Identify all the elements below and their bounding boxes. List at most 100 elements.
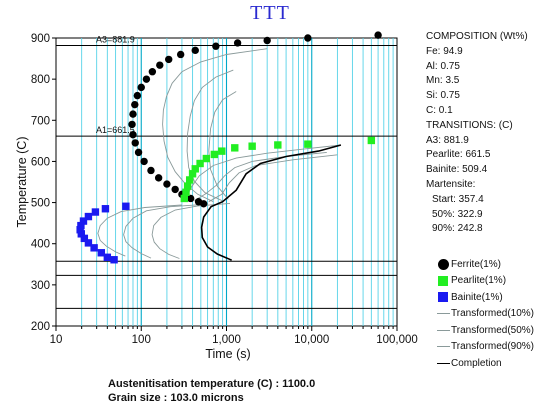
martensite-50: 50%: 322.9 [432, 208, 483, 220]
pearlite-transformed-curve [208, 154, 338, 203]
footer: Austenitisation temperature (C) : 1100.0… [108, 378, 315, 405]
legend-transformed-50: Transformed(50%) [436, 322, 548, 339]
bainite-marker [97, 249, 106, 257]
pearlite-marker [231, 144, 239, 152]
x-axis-label: Time (s) [205, 347, 250, 361]
legend-completion: Completion [436, 355, 548, 372]
ferrite-marker [137, 83, 145, 92]
bainite-marker [122, 202, 130, 210]
transition-martensite: Martensite: [426, 178, 476, 190]
bainite-marker [80, 234, 89, 243]
bainite-marker [76, 226, 84, 234]
bainite-marker [101, 205, 110, 213]
legend-completion-label: Completion [451, 357, 502, 369]
ferrite-marker [129, 130, 137, 139]
bainite-transformed-curve [151, 202, 231, 259]
ferrite-marker [304, 34, 312, 42]
bainite-marker [91, 208, 100, 216]
info-panel: COMPOSITION (Wt%) Fe: 94.9 Al: 0.75 Mn: … [426, 30, 548, 237]
bainite-marker [79, 217, 88, 225]
bainite-transformed-curve [123, 203, 208, 259]
legend-transformed-50-label: Transformed(50%) [451, 324, 534, 336]
ferrite-marker [128, 120, 136, 129]
pearlite-marker [191, 165, 199, 173]
pearlite-marker [202, 154, 211, 163]
y-tick-label: 400 [31, 239, 50, 251]
transition-a3: A3: 881.9 [426, 134, 469, 146]
pearlite-marker [183, 182, 192, 190]
ferrite-marker [131, 139, 139, 147]
y-tick-label: 200 [31, 321, 50, 333]
x-tick-label: 100,000 [376, 334, 418, 346]
transition-bainite: Bainite: 509.4 [426, 164, 488, 176]
ferrite-marker [163, 180, 171, 188]
ferrite-marker [186, 194, 195, 203]
legend-transformed-10-label: Transformed(10%) [451, 308, 534, 320]
y-tick-label: 500 [31, 198, 50, 210]
black-line-icon [436, 362, 450, 364]
legend-transformed-10: Transformed(10%) [436, 306, 548, 323]
ferrite-marker [191, 46, 199, 55]
bainite-marker [110, 256, 118, 264]
bainite-marker [84, 239, 93, 247]
ferrite-marker [142, 75, 151, 83]
x-tick-label: 1,000 [212, 334, 241, 346]
ferrite-marker [233, 39, 242, 47]
bainite-marker [84, 212, 93, 221]
composition-heading: COMPOSITION (Wt%) [426, 31, 528, 42]
ferrite-marker [374, 31, 382, 39]
series-markers [76, 31, 382, 264]
grey-line-icon [436, 346, 450, 348]
transition-pearlite: Pearlite: 661.5 [426, 149, 491, 161]
x-tick-label: 10,000 [294, 334, 329, 346]
legend-transformed-90-label: Transformed(90%) [451, 341, 534, 353]
pearlite-marker [218, 147, 226, 155]
bainite-marker [103, 253, 112, 261]
y-tick-label: 900 [31, 33, 50, 45]
chart-title: TTT [250, 2, 290, 24]
y-tick-label: 300 [31, 280, 50, 292]
pearlite-marker [185, 176, 194, 184]
transformation-curves [97, 48, 342, 261]
completion-curve [200, 144, 342, 261]
blue-square-icon [438, 292, 448, 303]
ferrite-transformed-curve [162, 48, 268, 203]
pearlite-marker [188, 170, 197, 178]
composition-al: Al: 0.75 [426, 60, 460, 72]
ferrite-marker [154, 174, 163, 182]
ferrite-marker [263, 36, 271, 45]
green-square-icon [438, 275, 448, 286]
pearlite-marker [304, 140, 312, 148]
legend-bainite: Bainite(1%) [436, 289, 548, 306]
bainite-transformed-curve [97, 204, 182, 257]
legend-ferrite-label: Ferrite(1%) [451, 258, 502, 270]
ferrite-marker [131, 100, 139, 109]
pearlite-marker [180, 194, 189, 203]
axes: 200 300 400 500 600 700 800 900 10 100 1,000 10,000… [31, 33, 418, 346]
legend: Ferrite(1%) Pearlite(1%) Bainite(1%) Tra… [436, 256, 548, 372]
legend-pearlite-label: Pearlite(1%) [451, 275, 507, 287]
ferrite-marker [212, 42, 220, 50]
pearlite-marker [367, 136, 376, 145]
y-tick-label: 800 [31, 74, 50, 86]
composition-c: C: 0.1 [426, 104, 453, 116]
legend-pearlite: Pearlite(1%) [436, 273, 548, 290]
pearlite-marker [274, 141, 282, 149]
reference-line-label: A3=881.9 [96, 34, 135, 44]
legend-ferrite: Ferrite(1%) [436, 256, 548, 273]
ferrite-marker [165, 55, 173, 64]
ferrite-marker [156, 61, 164, 69]
bainite-marker [90, 244, 98, 252]
ferrite-marker [194, 198, 203, 206]
composition-fe: Fe: 94.9 [426, 45, 463, 57]
ferrite-marker [140, 157, 148, 166]
legend-transformed-90: Transformed(90%) [436, 339, 548, 356]
grey-line-icon [436, 313, 450, 315]
ferrite-marker [147, 166, 155, 175]
pearlite-marker [196, 159, 204, 168]
x-tick-label: 100 [132, 334, 151, 346]
grey-line-icon [436, 329, 450, 331]
ferrite-marker [133, 91, 142, 100]
ferrite-marker [129, 110, 137, 118]
